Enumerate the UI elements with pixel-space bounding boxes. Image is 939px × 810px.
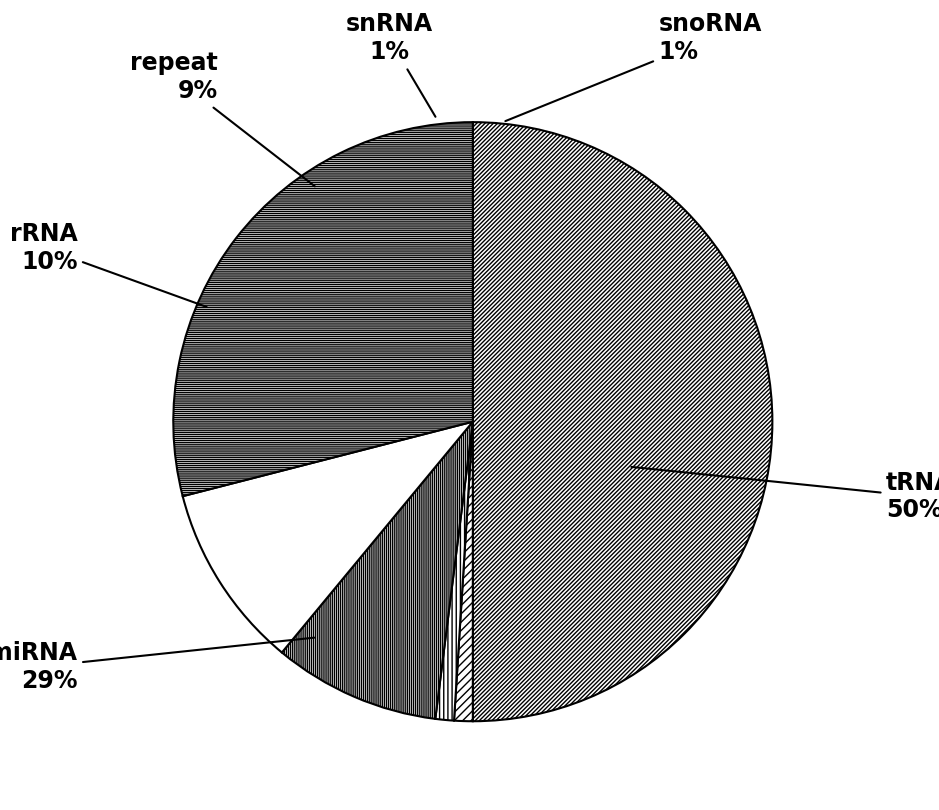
Wedge shape — [282, 422, 473, 718]
Wedge shape — [473, 122, 773, 721]
Wedge shape — [183, 422, 473, 653]
Text: tRNA
50%: tRNA 50% — [631, 467, 939, 522]
Text: miRNA
29%: miRNA 29% — [0, 637, 315, 693]
Text: snoRNA
1%: snoRNA 1% — [505, 12, 762, 122]
Text: repeat
9%: repeat 9% — [131, 51, 315, 186]
Wedge shape — [436, 422, 473, 721]
Wedge shape — [454, 422, 473, 721]
Text: rRNA
10%: rRNA 10% — [9, 222, 207, 307]
Text: snRNA
1%: snRNA 1% — [346, 12, 436, 117]
Wedge shape — [174, 122, 473, 497]
